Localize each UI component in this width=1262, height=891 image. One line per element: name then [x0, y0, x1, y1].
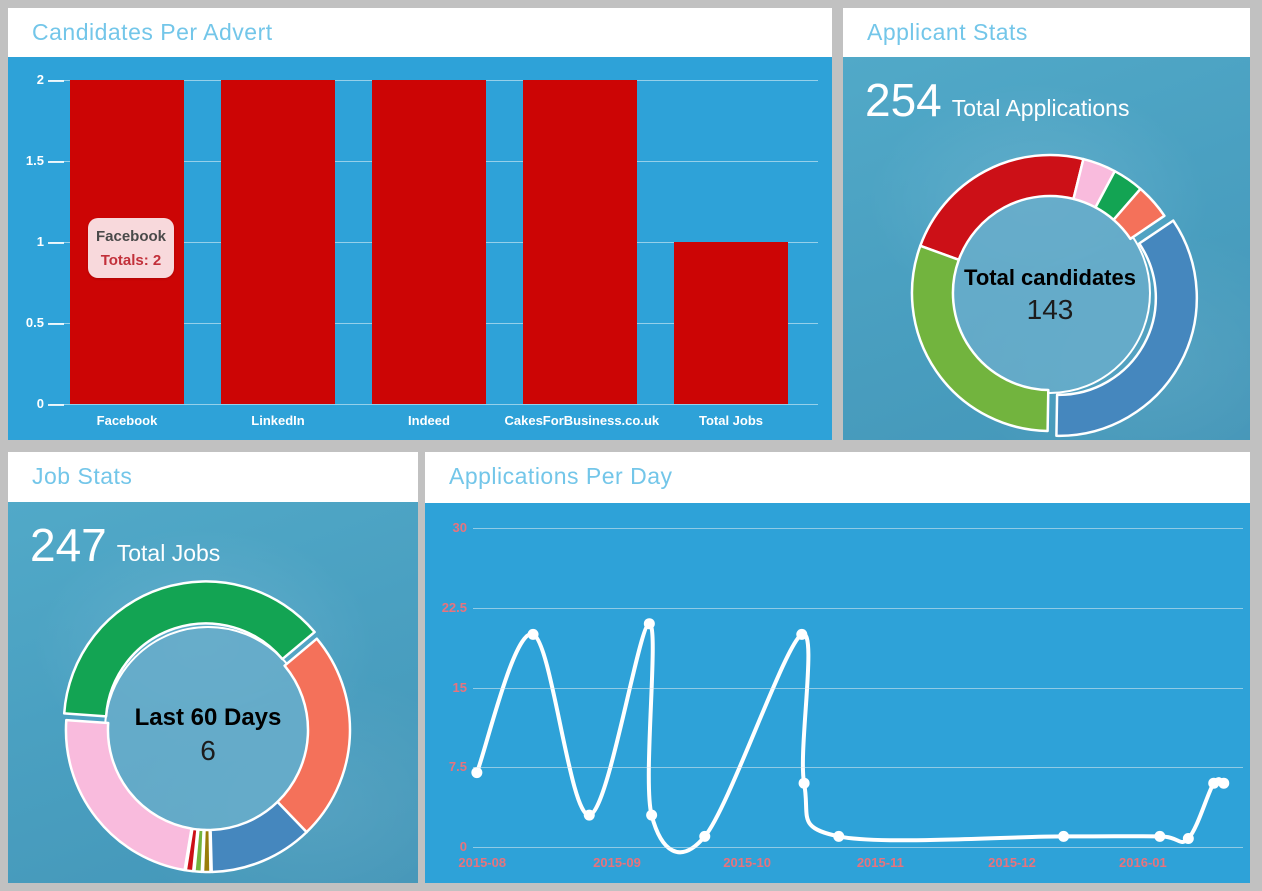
y-tick-label: 1.5	[25, 153, 44, 168]
x-tick-label: Indeed	[408, 413, 450, 428]
job-donut-chart	[62, 580, 352, 874]
bar-chart-area[interactable]: 0 0.5 1 1.5 2 Facebook LinkedIn Indeed CakesForB…	[8, 57, 832, 440]
y-tick-label: 1	[36, 234, 44, 249]
panel-title: Job Stats	[32, 463, 133, 489]
gridline	[473, 607, 1243, 609]
x-tick-label: LinkedIn	[251, 413, 305, 428]
donut-center-title: Last 60 Days	[134, 704, 282, 731]
x-tick-label: 2015-11	[856, 855, 904, 870]
y-tick-label: 30	[452, 520, 467, 535]
bar-indeed[interactable]	[372, 80, 486, 404]
line-chart	[471, 618, 1230, 855]
x-tick-label: 2015-10	[723, 855, 771, 870]
x-tick-label: CakesForBusiness.co.uk	[504, 413, 660, 428]
line-point[interactable]	[699, 830, 711, 842]
gridline	[473, 528, 1243, 529]
y-tick-label: 22.5	[441, 599, 467, 615]
x-tick-label: Total Jobs	[698, 413, 764, 428]
panel-header: Applications Per Day	[425, 452, 1250, 501]
line-point[interactable]	[1218, 777, 1230, 789]
axis-tick	[48, 242, 64, 244]
panel-header: Job Stats	[8, 452, 418, 501]
stat-value: 254	[865, 74, 942, 126]
line-point[interactable]	[646, 809, 658, 821]
line-point[interactable]	[1154, 830, 1166, 842]
donut-center-value: 6	[200, 735, 216, 766]
bar-total-jobs[interactable]	[674, 242, 788, 404]
panel-header: Candidates Per Advert	[8, 8, 832, 57]
line-point[interactable]	[798, 777, 810, 789]
line-point[interactable]	[833, 830, 845, 842]
applicant-stats-panel: Applicant Stats 254 Total Applications T…	[843, 8, 1250, 440]
panel-title: Applications Per Day	[449, 463, 673, 489]
donut-segment-blue[interactable]	[1055, 219, 1199, 438]
gridline	[50, 404, 818, 405]
x-tick-label: 2016-01	[1119, 855, 1167, 870]
axis-tick	[48, 80, 64, 82]
line-point[interactable]	[527, 628, 539, 640]
y-tick-label: 0	[36, 396, 44, 411]
job-donut-area[interactable]: 247 Total Jobs Last 60 Days 6	[8, 502, 418, 883]
stat-value: 247	[30, 519, 107, 571]
bar-linkedin[interactable]	[221, 80, 335, 404]
gridline	[473, 847, 1243, 848]
y-tick-label: 15	[452, 679, 467, 695]
chart-tooltip: Facebook Totals: 2	[88, 218, 174, 278]
tooltip-value: Totals: 2	[100, 252, 162, 269]
applicant-donut-area[interactable]: 254 Total Applications Total candidates …	[843, 57, 1250, 440]
y-tick-label: 0	[459, 839, 467, 854]
applicant-donut-chart	[910, 153, 1199, 438]
x-tick-label: 2015-09	[593, 855, 641, 870]
donut-segment-light-green[interactable]	[910, 244, 1050, 433]
panel-title: Candidates Per Advert	[32, 19, 273, 45]
donut-segment-pink[interactable]	[64, 718, 193, 872]
line-point[interactable]	[643, 618, 655, 630]
donut-center-text: Total candidates 143	[930, 265, 1170, 326]
tooltip-category: Facebook	[95, 228, 167, 245]
candidates-per-advert-panel: Candidates Per Advert 0 0.5 1 1.5 2 Facebook L…	[8, 8, 832, 440]
total-jobs-stat: 247 Total Jobs	[30, 520, 220, 571]
line-point[interactable]	[583, 809, 595, 821]
bar-cakesforbusiness-co-uk[interactable]	[523, 80, 637, 404]
x-tick-label: Facebook	[96, 413, 158, 428]
line-chart-area[interactable]: 0 7.5 15 22.5 30 2015-08 2015-09 2015-10 2015-11…	[425, 503, 1250, 883]
axis-tick	[48, 161, 64, 163]
stat-label: Total Jobs	[116, 540, 221, 566]
y-tick-label: 7.5	[448, 759, 467, 775]
x-tick-label: 2015-12	[988, 855, 1036, 870]
line-point[interactable]	[796, 628, 808, 640]
y-tick-label: 2	[36, 72, 44, 87]
panel-header: Applicant Stats	[843, 8, 1250, 57]
donut-segment-green[interactable]	[62, 580, 316, 718]
donut-center-title: Total candidates	[964, 265, 1136, 290]
x-tick-label: 2015-08	[458, 855, 507, 870]
donut-segment-salmon[interactable]	[1112, 187, 1166, 241]
applications-per-day-panel: Applications Per Day 0 7.5 15 22.5 30 2015-08…	[425, 452, 1250, 883]
line-point[interactable]	[1208, 777, 1220, 789]
line-point[interactable]	[1058, 830, 1070, 842]
line-point[interactable]	[471, 767, 483, 779]
gridline	[473, 767, 1243, 769]
gridline	[473, 687, 1243, 689]
y-tick-label: 0.5	[25, 315, 44, 330]
axis-tick	[48, 404, 64, 406]
job-stats-panel: Job Stats 247 Total Jobs Last 60 Days 6	[8, 452, 418, 883]
axis-tick	[48, 323, 64, 325]
donut-center-value: 143	[1026, 294, 1074, 325]
panel-title: Applicant Stats	[867, 19, 1028, 45]
stat-label: Total Applications	[951, 95, 1130, 121]
line-point[interactable]	[1182, 832, 1194, 844]
donut-center-text: Last 60 Days 6	[83, 704, 333, 767]
total-applications-stat: 254 Total Applications	[865, 75, 1129, 126]
